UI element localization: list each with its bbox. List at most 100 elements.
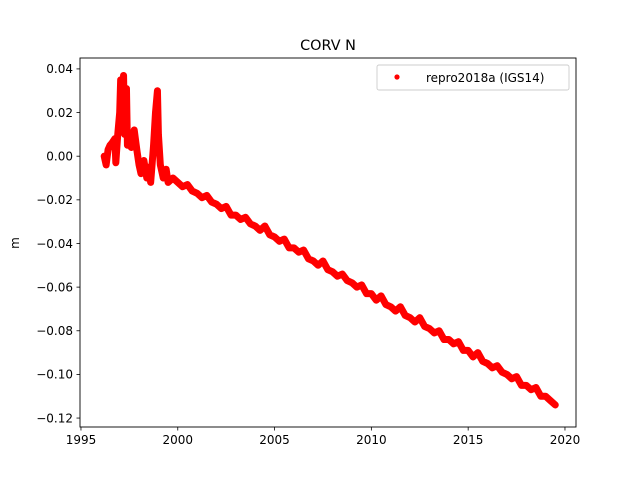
data-point xyxy=(421,323,428,330)
series-band xyxy=(100,71,559,409)
x-tick-label: 2020 xyxy=(550,433,581,447)
data-point xyxy=(147,179,154,186)
data-point xyxy=(368,290,375,297)
data-point xyxy=(431,329,438,337)
data-point xyxy=(542,393,549,400)
y-tick-label: −0.04 xyxy=(36,237,73,251)
data-point xyxy=(145,163,152,171)
data-point xyxy=(242,214,249,221)
y-tick-label: 0.04 xyxy=(46,62,73,76)
data-point xyxy=(193,190,201,197)
plot-frame xyxy=(79,57,577,428)
data-point xyxy=(131,126,138,134)
data-point xyxy=(128,144,135,151)
data-point xyxy=(184,181,191,188)
data-point xyxy=(450,340,457,348)
data-point xyxy=(532,384,540,391)
x-tick-label: 2015 xyxy=(453,433,484,447)
data-point xyxy=(552,401,559,409)
data-point xyxy=(295,249,302,256)
data-point xyxy=(227,211,235,219)
data-point xyxy=(353,283,361,291)
y-tick-label: −0.10 xyxy=(36,368,73,382)
y-axis: −0.12 −0.10 −0.08 −0.06 −0.04 −0.02 0.00 0.02 0.… xyxy=(36,62,80,425)
y-tick-label: −0.08 xyxy=(36,324,73,338)
x-axis: 1995 2000 2005 2010 2015 2020 xyxy=(66,427,581,447)
data-point xyxy=(387,303,394,310)
y-tick-label: −0.02 xyxy=(36,193,73,207)
data-point xyxy=(498,369,506,376)
data-point xyxy=(523,382,530,389)
data-point xyxy=(271,233,278,241)
data-point xyxy=(252,222,259,230)
data-point xyxy=(140,157,148,164)
legend-box xyxy=(376,64,570,91)
data-point xyxy=(198,194,206,201)
data-point xyxy=(135,161,143,169)
data-point xyxy=(460,347,467,354)
data-point xyxy=(339,270,346,278)
data-point xyxy=(237,216,244,223)
data-point xyxy=(508,375,515,382)
data-points xyxy=(100,71,559,409)
data-point xyxy=(464,347,472,354)
data-point xyxy=(494,362,501,369)
data-point xyxy=(329,268,336,276)
data-point xyxy=(102,161,110,169)
data-point xyxy=(445,336,453,343)
data-point xyxy=(123,85,130,92)
data-point xyxy=(203,192,211,199)
data-point xyxy=(300,246,307,254)
data-point xyxy=(155,131,162,138)
x-tick-label: 1995 xyxy=(66,433,97,447)
data-point xyxy=(319,257,327,265)
data-point xyxy=(164,179,172,186)
data-point xyxy=(440,336,448,343)
data-point xyxy=(150,142,157,149)
data-point xyxy=(290,244,298,252)
data-point xyxy=(112,159,120,166)
data-point xyxy=(154,87,161,94)
data-point xyxy=(261,222,269,230)
data-point xyxy=(373,297,380,304)
data-point xyxy=(348,279,356,286)
data-point xyxy=(114,131,121,138)
data-point xyxy=(474,349,482,356)
data-point xyxy=(402,312,409,319)
data-point xyxy=(397,303,404,310)
data-point xyxy=(411,318,419,326)
data-point xyxy=(118,87,125,94)
data-point xyxy=(119,120,126,127)
data-point xyxy=(179,183,186,190)
data-point xyxy=(310,257,317,265)
data-point xyxy=(281,235,288,243)
y-tick-label: 0.02 xyxy=(46,106,73,120)
data-point xyxy=(232,211,240,219)
data-point xyxy=(152,109,159,116)
data-point xyxy=(513,373,520,380)
data-point xyxy=(133,148,141,156)
data-point xyxy=(120,72,127,79)
data-point xyxy=(324,266,332,273)
data-point xyxy=(503,371,511,378)
data-point xyxy=(377,292,385,300)
data-point xyxy=(116,109,123,116)
data-point xyxy=(469,353,477,361)
data-point xyxy=(266,231,273,238)
legend-label: repro2018a (IGS14) xyxy=(426,71,544,85)
data-point xyxy=(416,314,423,321)
data-point xyxy=(121,131,128,138)
data-point xyxy=(143,174,150,182)
data-point xyxy=(406,314,414,321)
y-axis-label: m xyxy=(8,237,22,249)
data-point xyxy=(169,174,177,182)
x-tick-label: 2000 xyxy=(162,433,193,447)
x-tick-label: 2010 xyxy=(356,433,387,447)
x-tick-label: 2005 xyxy=(259,433,290,447)
data-point xyxy=(479,358,486,365)
data-point xyxy=(213,201,220,208)
data-point xyxy=(305,255,312,262)
data-point xyxy=(343,277,351,284)
data-point xyxy=(256,227,264,234)
